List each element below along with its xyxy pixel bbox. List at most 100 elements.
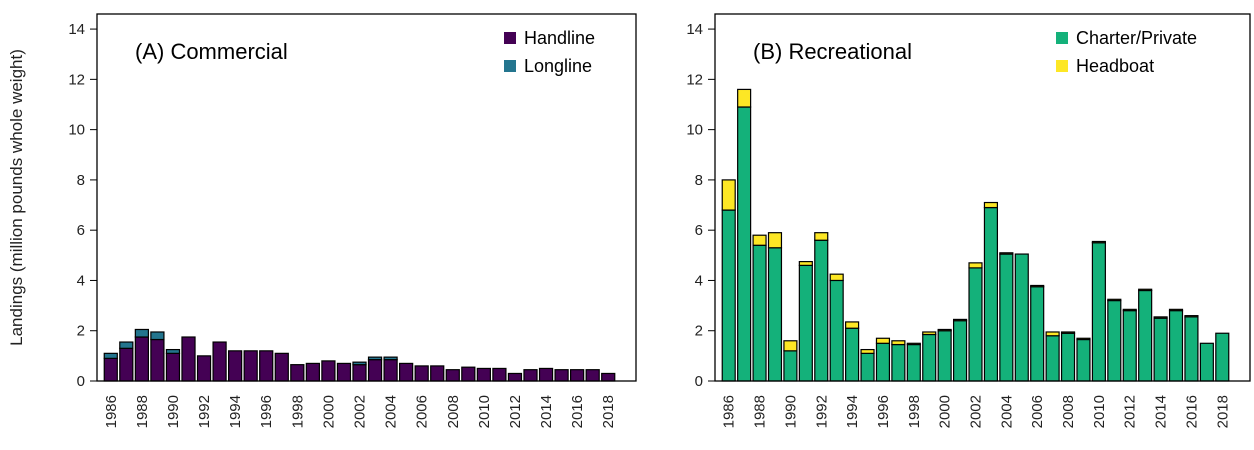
y-tick-label: 2 [695,323,703,340]
legend-label: Charter/Private [1076,28,1197,48]
bar [875,342,891,382]
legend-swatch [504,32,516,44]
bar [243,350,258,382]
bar [937,330,952,382]
bar [937,328,952,332]
bar [1168,308,1184,312]
legend-swatch [504,60,516,72]
bar [507,372,523,382]
plot-frame [96,13,637,382]
bar [165,352,181,382]
bar [165,348,181,354]
x-tick-label: 2006 [414,395,431,428]
x-tick-label: 1994 [844,395,861,428]
panel-title: (A) Commercial [135,39,288,64]
bar [983,201,999,209]
bar [845,321,860,329]
bar [399,362,414,382]
bar [119,347,134,382]
bar [737,106,752,382]
y-tick-label: 12 [686,71,703,88]
bar [1138,288,1153,292]
bar [845,327,860,382]
y-tick-label: 6 [77,222,85,239]
bar [752,244,767,382]
bar [181,336,196,382]
x-tick-label: 2000 [320,395,337,428]
x-tick-label: 2014 [1153,395,1170,428]
bar [119,341,134,349]
bar [476,367,491,382]
panel-title: (B) Recreational [753,39,912,64]
bar [212,341,227,382]
bar [952,318,968,322]
bar [1122,308,1137,312]
bar [999,253,1014,382]
legend-label: Handline [524,28,595,48]
bar [290,364,305,382]
x-tick-label: 2002 [968,395,985,428]
bar [228,350,243,382]
x-tick-label: 1998 [289,395,306,428]
bar [383,359,398,382]
y-tick-label: 10 [686,122,703,139]
y-axis-label: Landings (million pounds whole weight) [7,49,26,346]
x-tick-label: 2004 [383,395,400,428]
x-tick-label: 1988 [134,395,151,428]
bar [103,352,118,359]
bar [829,279,844,382]
bar [721,179,736,211]
x-tick-label: 1992 [813,395,830,428]
x-tick-label: 2006 [1029,395,1046,428]
bar [1184,316,1199,382]
bar [538,367,554,382]
bar [721,209,736,382]
x-tick-label: 2008 [1060,395,1077,428]
bar [767,247,783,382]
bar [798,260,813,266]
x-tick-label: 1996 [875,395,892,428]
x-tick-label: 1990 [165,395,182,428]
bar [798,264,813,382]
bar [1030,286,1045,382]
bar [1091,242,1106,382]
y-tick-label: 6 [695,222,703,239]
x-tick-label: 1996 [258,395,275,428]
x-tick-label: 2018 [600,395,617,428]
x-tick-label: 2012 [1122,395,1139,428]
bar [150,338,165,382]
x-tick-label: 1998 [906,395,923,428]
x-tick-label: 2002 [352,395,369,428]
bar [321,360,336,382]
bar [1184,315,1199,318]
bar [1107,299,1122,382]
bar [906,343,921,382]
bar [814,232,829,241]
bar [103,357,118,382]
bar [906,342,921,346]
bar [1045,331,1060,337]
bar [601,372,616,382]
legend-swatch [1056,60,1068,72]
y-tick-label: 4 [77,272,85,289]
bar [461,366,476,382]
bar [783,350,798,382]
x-tick-label: 2008 [445,395,462,428]
bar [1060,332,1076,382]
bar [1199,342,1214,382]
bar [752,234,767,246]
bar [305,362,320,382]
bar [875,337,891,344]
y-tick-label: 8 [695,172,703,189]
bar [554,369,569,382]
bar [922,331,937,336]
bar [767,232,783,249]
x-tick-label: 1990 [782,395,799,428]
bar [860,348,875,354]
bar [445,369,460,382]
bar [134,328,149,338]
x-tick-label: 2000 [937,395,954,428]
bar [968,267,983,382]
x-tick-label: 2010 [476,395,493,428]
bar [1153,317,1168,382]
